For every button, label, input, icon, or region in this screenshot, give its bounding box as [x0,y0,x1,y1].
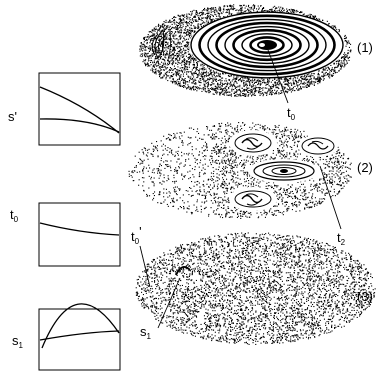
annotation-t0-prime-sub: 0 [135,237,140,246]
annotation-t2-sub: 2 [341,238,346,247]
panel-label-3: (3) [357,289,373,304]
plot-s1: s1 [12,303,121,371]
annotation-t0-prime-mark: ' [139,224,141,239]
s1-curve-marker [175,266,191,276]
concentric-island-rings [189,11,345,79]
plot-t0: t0 [10,202,121,267]
plot-s1-sub: 1 [19,341,24,350]
annotation-t2: t2 [319,165,346,247]
plot-s-prime-label: s' [8,109,17,124]
plot-t0-label: t [10,207,14,222]
section-disc-1 [139,4,352,97]
chaotic-sea-3 [135,232,376,345]
plot-s1-label: s [12,333,19,348]
island-lower [229,187,277,211]
chaotic-sea-1 [139,4,352,97]
section-disc-2 [128,122,352,219]
annotation-t2-label: t [337,230,341,245]
annotation-t0-prime-label: t [131,229,135,244]
panel-label-2: (2) [357,160,373,175]
annotation-t0-sub: 0 [291,113,296,122]
island-right [298,135,338,157]
annotation-s1-label: s [140,324,147,339]
left-resonance-island [151,28,172,61]
plot-t0-sub: 0 [14,215,19,224]
panel-label-1: (1) [357,40,373,55]
annotation-t0-label: t [287,105,291,120]
section-disc-3 [135,232,376,345]
annotation-t0: t0 [267,49,296,122]
annotation-t0-prime: t0' [131,224,151,288]
plot-s-prime: s' [8,72,121,146]
island-center-eye [248,159,320,183]
annotation-s1: s1 [140,277,181,341]
island-upper [229,130,277,156]
annotation-s1-sub: 1 [147,332,152,341]
